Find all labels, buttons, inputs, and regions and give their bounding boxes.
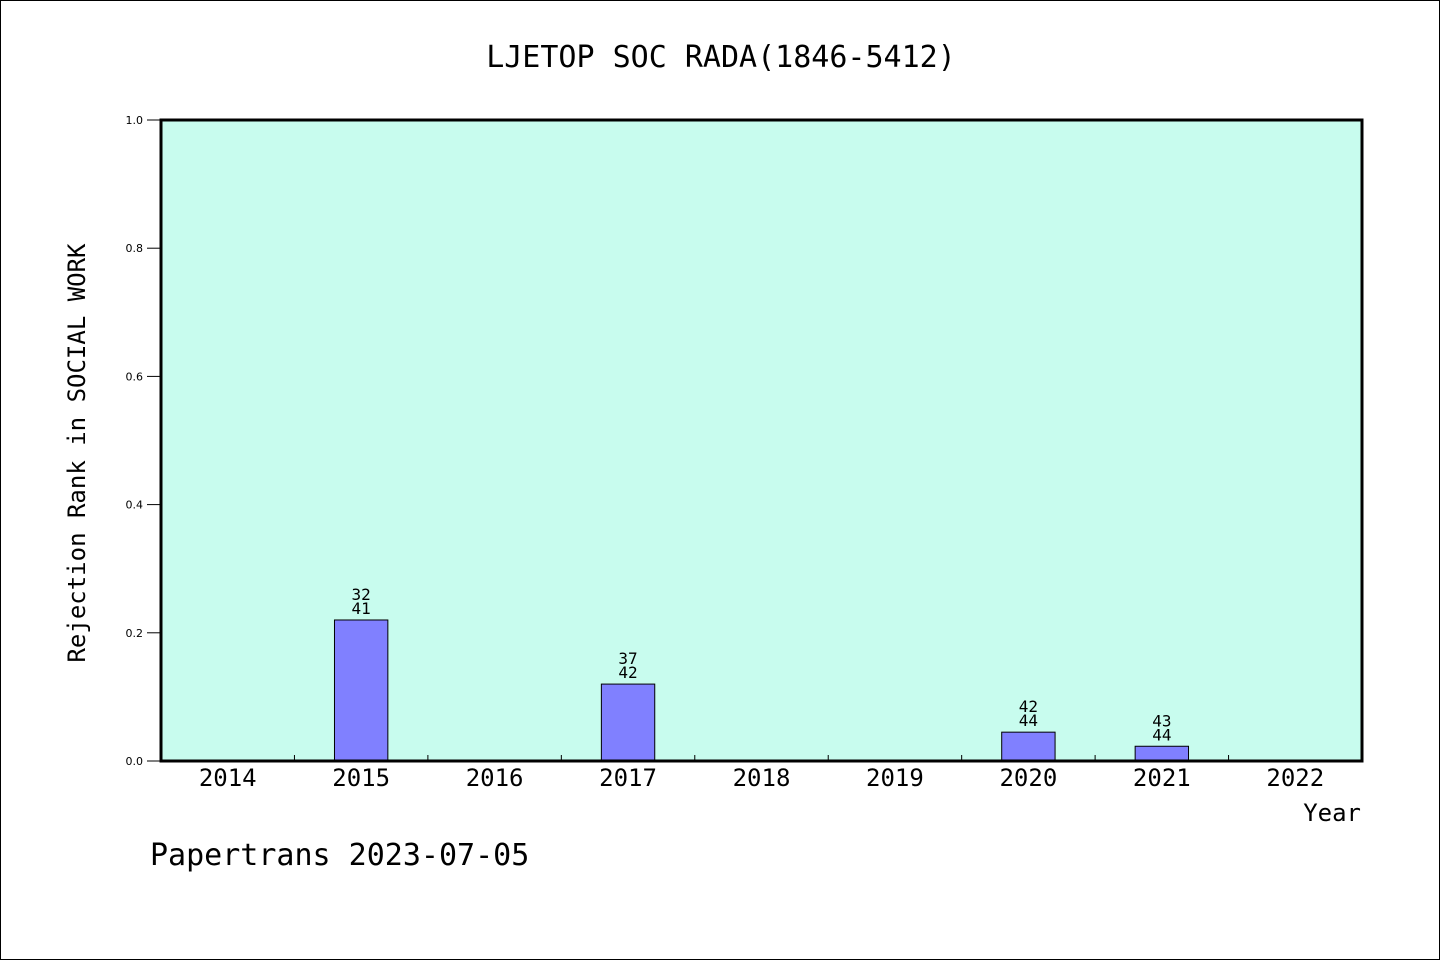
y-tick-label: 1.0 xyxy=(126,114,144,127)
bar-2020 xyxy=(1001,731,1056,762)
y-tick-label: 0.2 xyxy=(126,627,144,640)
bar-label-top: 32 xyxy=(352,585,371,604)
bar-label-top: 42 xyxy=(1019,697,1038,716)
x-axis-label: Year xyxy=(1303,799,1361,827)
x-tick-label: 2022 xyxy=(1266,764,1324,792)
x-tick-label: 2019 xyxy=(866,764,924,792)
bar-2017 xyxy=(600,683,656,762)
x-tick-label: 2014 xyxy=(199,764,257,792)
y-axis-label: Rejection Rank in SOCIAL WORK xyxy=(63,243,91,663)
x-tick-label: 2016 xyxy=(466,764,524,792)
y-tick-label: 0.4 xyxy=(126,499,144,512)
bar-label-bottom: 41 xyxy=(352,599,371,618)
x-tick-label: 2020 xyxy=(999,764,1057,792)
bar-2015 xyxy=(333,619,389,762)
bar-2021 xyxy=(1134,745,1190,762)
y-tick-label: 0.0 xyxy=(126,755,144,768)
bar-label-bottom: 44 xyxy=(1019,711,1038,730)
x-tick-label: 2015 xyxy=(332,764,390,792)
plot-border xyxy=(159,118,1364,763)
bar-label-top: 37 xyxy=(618,649,637,668)
y-tick-label: 0.8 xyxy=(126,242,144,255)
bar-label-bottom: 42 xyxy=(618,663,637,682)
bar-label-bottom: 44 xyxy=(1152,725,1171,744)
x-tick-label: 2018 xyxy=(733,764,791,792)
y-tick-label: 0.6 xyxy=(126,370,144,383)
bar-label-top: 43 xyxy=(1152,711,1171,730)
chart-title: LJETOP SOC RADA(1846-5412) xyxy=(486,40,956,75)
x-tick-label: 2021 xyxy=(1133,764,1191,792)
footer-text: Papertrans 2023-07-05 xyxy=(150,838,529,873)
x-tick-label: 2017 xyxy=(599,764,657,792)
